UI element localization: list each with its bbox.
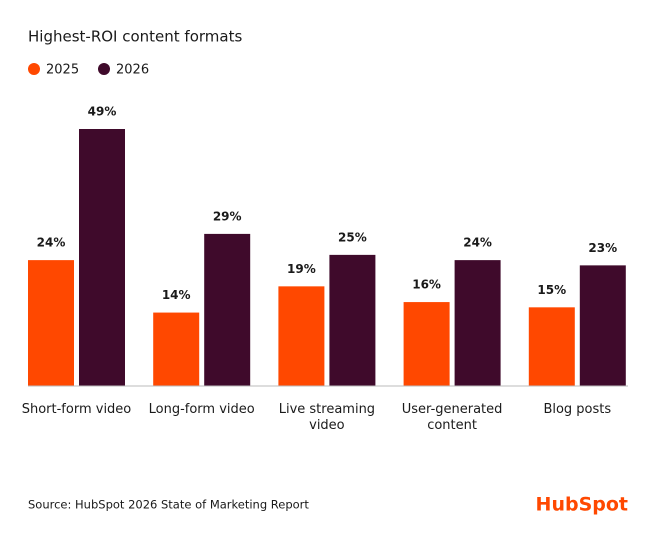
bar bbox=[204, 233, 251, 386]
bar bbox=[79, 129, 125, 386]
x-tick-label: User-generated content bbox=[401, 402, 503, 433]
bar bbox=[528, 307, 575, 386]
legend-label: 2025 bbox=[46, 63, 79, 78]
bar bbox=[403, 302, 450, 386]
bar bbox=[579, 265, 626, 386]
value-label: 19% bbox=[287, 262, 316, 276]
value-label: 16% bbox=[412, 278, 441, 292]
value-label: 15% bbox=[537, 283, 566, 297]
value-label: 29% bbox=[213, 209, 242, 223]
x-tick-label: Long-form video bbox=[148, 402, 255, 417]
source: Source: HubSpot 2026 State of Marketing … bbox=[28, 498, 309, 512]
value-label: 23% bbox=[588, 241, 617, 255]
x-tick-label: Short-form video bbox=[21, 402, 132, 417]
value-label: 25% bbox=[338, 230, 367, 244]
bar bbox=[329, 254, 376, 386]
legend-label: 2026 bbox=[116, 63, 149, 78]
legend-swatch bbox=[28, 63, 40, 75]
value-label: 24% bbox=[37, 236, 66, 250]
value-label: 49% bbox=[88, 105, 117, 119]
bar bbox=[28, 260, 74, 386]
legend-swatch bbox=[98, 63, 110, 75]
bar bbox=[278, 286, 325, 386]
chart-title: Highest-ROI content formats bbox=[28, 28, 242, 46]
x-tick-label: Live streaming video bbox=[278, 402, 376, 433]
value-label: 24% bbox=[463, 236, 492, 250]
value-label: 14% bbox=[162, 288, 191, 302]
brand-logo: HubSpot bbox=[536, 494, 628, 516]
x-tick-label: Blog posts bbox=[543, 402, 612, 417]
bar bbox=[153, 312, 200, 386]
bar bbox=[454, 260, 501, 386]
